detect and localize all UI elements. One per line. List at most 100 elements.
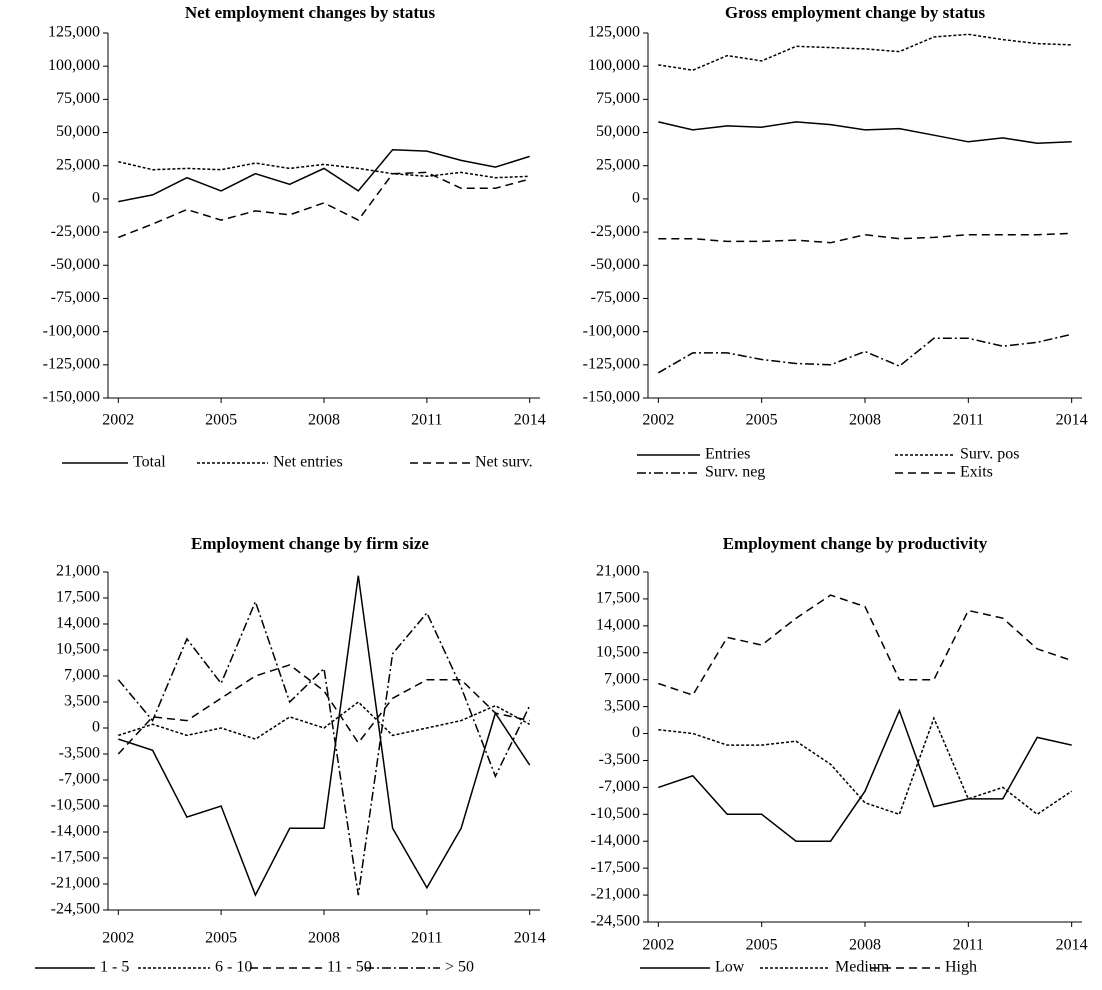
legend-label: Exits [960,464,993,481]
y-tick-label: 7,000 [64,667,100,684]
x-tick-label: 2008 [849,412,881,429]
x-tick-label: 2011 [411,412,442,429]
x-tick-label: 2014 [514,930,546,947]
legend-label: Surv. neg [705,464,765,481]
series-line [658,232,1072,244]
y-tick-label: 17,500 [56,589,100,606]
y-tick-label: 0 [632,724,640,741]
y-tick-label: 25,000 [596,156,640,173]
y-tick-label: 0 [92,719,100,736]
y-tick-label: 25,000 [56,156,100,173]
legend-label: Medium [835,959,890,976]
y-tick-label: -125,000 [583,355,640,372]
legend-label: High [945,959,977,976]
y-tick-label: 21,000 [56,563,100,580]
y-tick-label: -100,000 [43,322,100,339]
y-tick-label: 21,000 [596,563,640,580]
y-tick-label: -24,500 [51,901,100,918]
x-tick-label: 2005 [205,930,237,947]
y-tick-label: 50,000 [596,123,640,140]
y-tick-label: 14,000 [596,617,640,634]
series-line [117,599,531,896]
x-tick-label: 2011 [953,412,984,429]
series-line [658,594,1072,697]
y-tick-label: -3,500 [59,745,100,762]
legend-label: Low [715,959,745,976]
y-tick-label: 75,000 [596,90,640,107]
y-tick-label: 100,000 [48,57,100,74]
y-tick-label: -25,000 [51,223,100,240]
y-tick-label: -50,000 [51,256,100,273]
series-line [657,333,1072,374]
y-tick-label: -7,000 [599,778,640,795]
x-tick-label: 2008 [308,930,340,947]
series-line [118,575,531,897]
y-tick-label: 125,000 [588,24,640,41]
x-tick-label: 2002 [642,937,674,954]
y-tick-label: -25,000 [591,223,640,240]
legend-label: Net entries [273,454,343,471]
chart-title: Employment change by productivity [723,534,988,553]
y-tick-label: 125,000 [48,24,100,41]
legend-label: Entries [705,446,750,463]
series-line [117,664,530,755]
x-tick-label: 2011 [411,930,442,947]
x-tick-label: 2008 [849,937,881,954]
y-tick-label: -125,000 [43,355,100,372]
x-tick-label: 2002 [102,412,134,429]
y-tick-label: -24,500 [591,913,640,930]
series-line [658,708,1072,842]
x-tick-label: 2002 [642,412,674,429]
series-line [658,33,1072,71]
x-tick-label: 2005 [746,412,778,429]
y-tick-label: -21,000 [591,886,640,903]
y-tick-label: -150,000 [43,389,100,406]
x-tick-label: 2002 [102,930,134,947]
series-line [118,160,530,179]
legend-label: Surv. pos [960,446,1019,463]
y-tick-label: -14,000 [51,823,100,840]
chart-title: Gross employment change by status [725,3,986,22]
y-tick-label: -17,500 [51,849,100,866]
y-tick-label: 7,000 [604,670,640,687]
series-line [118,701,531,740]
y-tick-label: 10,500 [596,643,640,660]
series-line [658,716,1073,816]
y-tick-label: -7,000 [59,771,100,788]
legend-label: > 50 [445,959,474,976]
series-line [118,171,530,239]
y-tick-label: -3,500 [599,751,640,768]
x-tick-label: 2014 [514,412,546,429]
y-tick-label: 50,000 [56,123,100,140]
y-tick-label: 10,500 [56,641,100,658]
y-tick-label: 3,500 [604,697,640,714]
series-line [118,149,530,203]
y-tick-label: -150,000 [583,389,640,406]
legend-label: 1 - 5 [100,959,129,976]
y-tick-label: 14,000 [56,615,100,632]
y-tick-label: -75,000 [51,289,100,306]
x-tick-label: 2005 [205,412,237,429]
series-line [658,121,1072,144]
legend-label: Total [133,454,166,471]
x-tick-label: 2008 [308,412,340,429]
x-tick-label: 2005 [746,937,778,954]
x-tick-label: 2014 [1056,412,1088,429]
chart-title: Net employment changes by status [185,3,436,22]
y-tick-label: -14,000 [591,832,640,849]
x-tick-label: 2014 [1056,937,1088,954]
y-tick-label: -75,000 [591,289,640,306]
y-tick-label: -17,500 [591,859,640,876]
y-tick-label: -10,500 [51,797,100,814]
y-tick-label: 3,500 [64,693,100,710]
chart-title: Employment change by firm size [191,534,429,553]
y-tick-label: -10,500 [591,805,640,822]
y-tick-label: -50,000 [591,256,640,273]
y-tick-label: 0 [92,190,100,207]
legend-label: 11 - 50 [327,959,372,976]
y-tick-label: 17,500 [596,590,640,607]
legend-label: Net surv. [475,454,533,471]
legend-label: 6 - 10 [215,959,252,976]
y-tick-label: 75,000 [56,90,100,107]
